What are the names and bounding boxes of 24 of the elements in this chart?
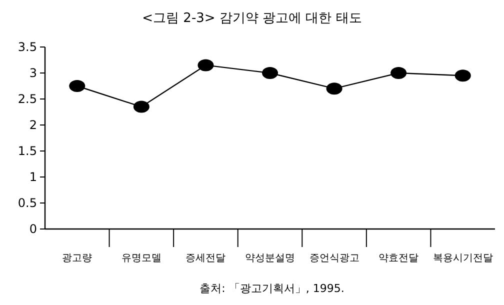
- y-tick-label: 2.5: [18, 92, 37, 106]
- y-tick-label: 3: [29, 66, 37, 80]
- x-tick-label: 복용시기전달: [432, 253, 493, 264]
- y-tick-label: 1.5: [18, 144, 37, 158]
- y-tick-label: 1: [29, 170, 37, 184]
- point: [198, 59, 214, 72]
- point: [390, 67, 407, 79]
- point: [454, 70, 471, 82]
- x-tick-label: 증언식광고: [309, 253, 360, 264]
- point: [326, 82, 342, 95]
- x-tick-label: 광고량: [62, 253, 92, 264]
- y-tick-label: 0: [29, 222, 37, 236]
- source-note: 출처: 「광고기획서」, 1995.: [200, 282, 344, 295]
- x-tick-label: 약성분설명: [245, 253, 295, 264]
- y-tick-label: 2: [29, 118, 37, 132]
- point: [262, 67, 278, 79]
- x-tick-label: 약효전달: [378, 253, 419, 264]
- point: [133, 100, 150, 113]
- y-tick-label: 0.5: [18, 196, 37, 210]
- x-tick-label: 증세전달: [186, 253, 226, 264]
- chart-title: <그림 2-3> 감기약 광고에 대한 태도: [142, 11, 362, 26]
- x-tick-label: 유명모델: [121, 253, 162, 264]
- y-tick-label: 3.5: [18, 40, 37, 54]
- point: [69, 80, 86, 92]
